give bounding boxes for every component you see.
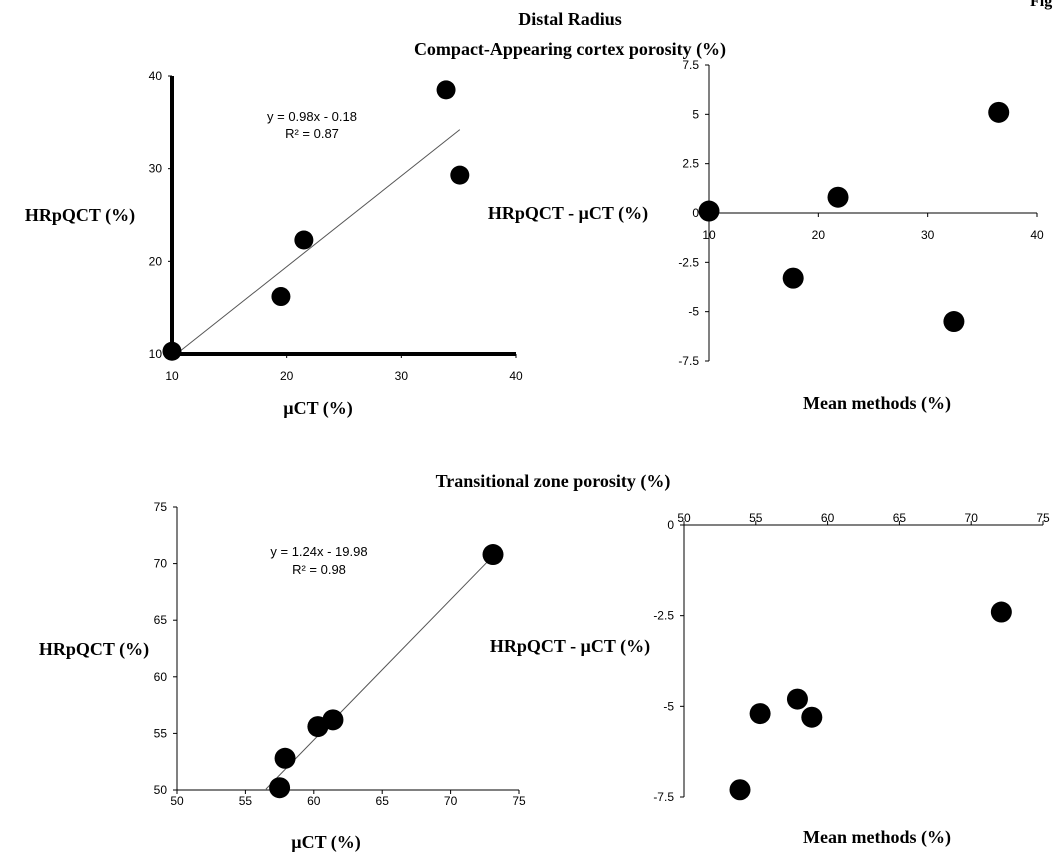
x-tick-label: 20	[812, 228, 826, 242]
data-point	[801, 706, 823, 728]
y-axis-label: HRpQCT - µCT (%)	[490, 636, 650, 657]
x-axis-label: µCT (%)	[291, 832, 361, 853]
y-tick-label: 60	[154, 670, 168, 684]
x-tick-label: 40	[509, 369, 523, 383]
data-point	[782, 267, 804, 289]
x-tick-label: 50	[677, 511, 691, 525]
corner-mark: Fig	[1030, 0, 1052, 10]
y-tick-label: 55	[154, 726, 168, 740]
chart-transitional-bland-altman: HRpQCT - µCT (%) Mean methods (%) 0 -2.5 -…	[490, 511, 1050, 848]
data-point	[786, 688, 808, 710]
y-tick-label: 10	[149, 347, 163, 361]
y-tick-label: 0	[667, 518, 674, 532]
y-tick-label: 70	[154, 557, 168, 571]
y-axis-label: HRpQCT - µCT (%)	[488, 203, 648, 224]
data-point	[450, 165, 470, 185]
data-point	[749, 703, 771, 725]
y-tick-label: 0	[692, 206, 699, 220]
data-point	[294, 230, 314, 250]
data-point	[274, 747, 296, 769]
x-axis-label: Mean methods (%)	[803, 393, 951, 414]
x-tick-label: 30	[395, 369, 409, 383]
y-tick-label: 20	[149, 254, 163, 268]
data-point	[988, 101, 1010, 123]
data-point	[990, 601, 1012, 623]
y-tick-label: -2.5	[678, 255, 699, 269]
x-tick-label: 65	[376, 794, 390, 808]
x-axis-label: µCT (%)	[283, 398, 353, 419]
r-squared-label: R² = 0.98	[292, 562, 346, 577]
y-tick-label: 5	[692, 107, 699, 121]
x-tick-label: 10	[165, 369, 179, 383]
data-point	[698, 200, 720, 222]
y-tick-label: 65	[154, 613, 168, 627]
y-tick-label: -5	[663, 699, 674, 713]
x-tick-label: 70	[444, 794, 458, 808]
chart-transitional-regression: HRpQCT (%) µCT (%) y = 1.24x - 19.98 R² …	[39, 500, 526, 853]
data-point	[482, 544, 504, 566]
data-point	[269, 777, 291, 799]
x-tick-label: 10	[702, 228, 716, 242]
x-tick-label: 60	[307, 794, 321, 808]
data-point	[729, 779, 751, 801]
data-point	[162, 341, 182, 361]
panel-row2-title: Transitional zone porosity (%)	[436, 471, 671, 492]
panel-row1-title: Compact-Appearing cortex porosity (%)	[414, 39, 726, 60]
chart-compact-regression: HRpQCT (%) µCT (%) y = 0.98x - 0.18 R² =…	[25, 69, 523, 419]
data-point	[943, 311, 965, 333]
chart-compact-bland-altman: HRpQCT - µCT (%) Mean methods (%) 7.5 5 2.…	[488, 58, 1044, 414]
regression-equation: y = 0.98x - 0.18	[267, 109, 357, 124]
trendline	[265, 555, 494, 790]
y-tick-label: -7.5	[678, 354, 699, 368]
y-tick-label: 40	[149, 69, 163, 83]
x-tick-label: 50	[170, 794, 184, 808]
data-point	[827, 186, 849, 208]
data-point	[436, 80, 456, 100]
x-tick-label: 70	[965, 511, 979, 525]
x-axis-label: Mean methods (%)	[803, 827, 951, 848]
y-tick-label: 50	[154, 783, 168, 797]
y-tick-label: 30	[149, 162, 163, 176]
data-point	[322, 709, 344, 731]
x-tick-label: 55	[749, 511, 763, 525]
y-tick-label: 7.5	[682, 58, 699, 72]
y-tick-label: 75	[154, 500, 168, 514]
y-axis-label: HRpQCT (%)	[39, 639, 149, 660]
y-tick-label: 2.5	[682, 157, 699, 171]
trendline	[171, 129, 461, 358]
x-tick-label: 75	[1036, 511, 1050, 525]
y-axis-label: HRpQCT (%)	[25, 205, 135, 226]
section-title: Distal Radius	[518, 9, 622, 29]
regression-equation: y = 1.24x - 19.98	[270, 544, 367, 559]
x-tick-label: 60	[821, 511, 835, 525]
y-tick-label: -7.5	[653, 790, 674, 804]
r-squared-label: R² = 0.87	[285, 126, 339, 141]
data-point	[271, 287, 291, 307]
y-tick-label: -5	[688, 305, 699, 319]
x-tick-label: 40	[1030, 228, 1044, 242]
y-tick-label: -2.5	[653, 609, 674, 623]
x-tick-label: 30	[921, 228, 935, 242]
x-tick-label: 75	[512, 794, 526, 808]
x-tick-label: 20	[280, 369, 294, 383]
x-tick-label: 65	[893, 511, 907, 525]
x-tick-label: 55	[239, 794, 253, 808]
